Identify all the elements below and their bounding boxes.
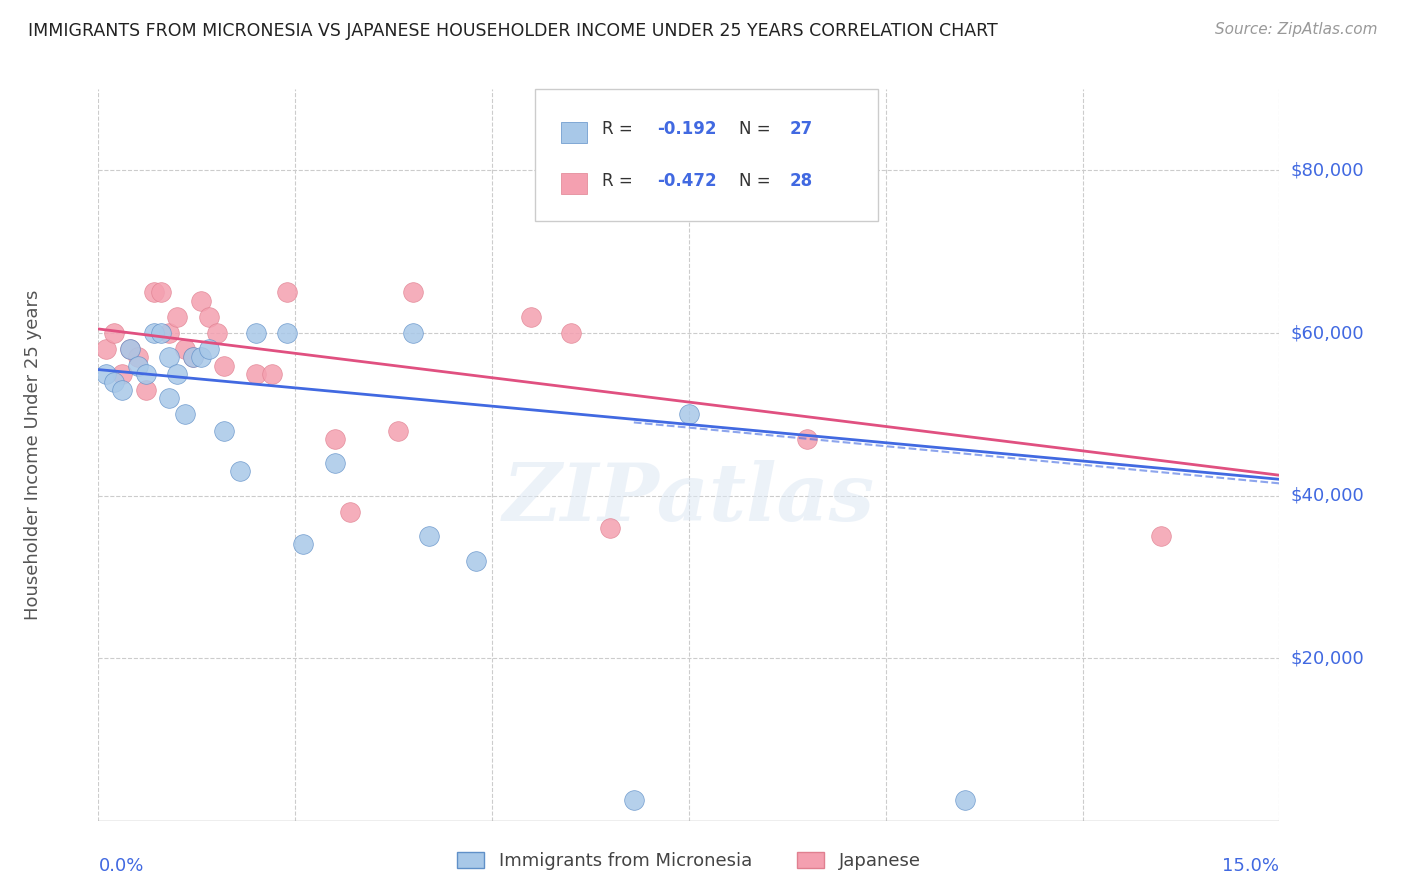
Text: Source: ZipAtlas.com: Source: ZipAtlas.com — [1215, 22, 1378, 37]
Point — [166, 310, 188, 324]
Text: 0.0%: 0.0% — [98, 857, 143, 875]
Point — [276, 285, 298, 300]
Point — [276, 326, 298, 340]
Bar — [561, 121, 588, 143]
Point — [599, 521, 621, 535]
Point — [190, 293, 212, 308]
Text: 15.0%: 15.0% — [1222, 857, 1279, 875]
Text: Householder Income Under 25 years: Householder Income Under 25 years — [24, 290, 42, 620]
Point — [197, 310, 219, 324]
Point — [103, 375, 125, 389]
Point — [142, 326, 165, 340]
Point — [118, 343, 141, 357]
FancyBboxPatch shape — [536, 89, 877, 221]
Point — [953, 793, 976, 807]
Text: $20,000: $20,000 — [1291, 649, 1364, 667]
Point — [678, 407, 700, 421]
Legend: Immigrants from Micronesia, Japanese: Immigrants from Micronesia, Japanese — [450, 845, 928, 878]
Point — [103, 326, 125, 340]
Text: N =: N = — [738, 120, 776, 138]
Point — [214, 359, 236, 373]
Point — [150, 326, 173, 340]
Point — [142, 285, 165, 300]
Text: $40,000: $40,000 — [1291, 486, 1364, 505]
Point — [181, 351, 204, 365]
Point — [623, 793, 645, 807]
Point — [796, 432, 818, 446]
Point — [229, 464, 252, 478]
Point — [174, 407, 197, 421]
Point — [214, 424, 236, 438]
Point — [135, 367, 157, 381]
Point — [520, 310, 543, 324]
Point — [323, 456, 346, 470]
Point — [387, 424, 409, 438]
Point — [245, 367, 267, 381]
Point — [127, 351, 149, 365]
Point — [181, 351, 204, 365]
Point — [111, 367, 134, 381]
Point — [1150, 529, 1173, 543]
Point — [245, 326, 267, 340]
Point — [292, 537, 315, 551]
Point — [157, 326, 180, 340]
Point — [323, 432, 346, 446]
Point — [127, 359, 149, 373]
Point — [118, 343, 141, 357]
Point — [402, 326, 425, 340]
Point — [166, 367, 188, 381]
Point — [135, 383, 157, 397]
Point — [150, 285, 173, 300]
Point — [260, 367, 283, 381]
Point — [339, 505, 361, 519]
Text: 28: 28 — [789, 171, 813, 190]
Text: $80,000: $80,000 — [1291, 161, 1364, 179]
Point — [465, 553, 488, 567]
Point — [111, 383, 134, 397]
Text: R =: R = — [602, 120, 637, 138]
Text: N =: N = — [738, 171, 776, 190]
Point — [157, 391, 180, 405]
Text: -0.192: -0.192 — [657, 120, 717, 138]
Text: R =: R = — [602, 171, 637, 190]
Bar — [561, 173, 588, 194]
Text: ZIPatlas: ZIPatlas — [503, 460, 875, 538]
Text: -0.472: -0.472 — [657, 171, 717, 190]
Point — [190, 351, 212, 365]
Text: 27: 27 — [789, 120, 813, 138]
Point — [96, 367, 118, 381]
Point — [418, 529, 440, 543]
Text: $60,000: $60,000 — [1291, 324, 1364, 342]
Point — [197, 343, 219, 357]
Text: IMMIGRANTS FROM MICRONESIA VS JAPANESE HOUSEHOLDER INCOME UNDER 25 YEARS CORRELA: IMMIGRANTS FROM MICRONESIA VS JAPANESE H… — [28, 22, 998, 40]
Point — [205, 326, 228, 340]
Point — [157, 351, 180, 365]
Point — [560, 326, 582, 340]
Point — [402, 285, 425, 300]
Point — [174, 343, 197, 357]
Point — [96, 343, 118, 357]
